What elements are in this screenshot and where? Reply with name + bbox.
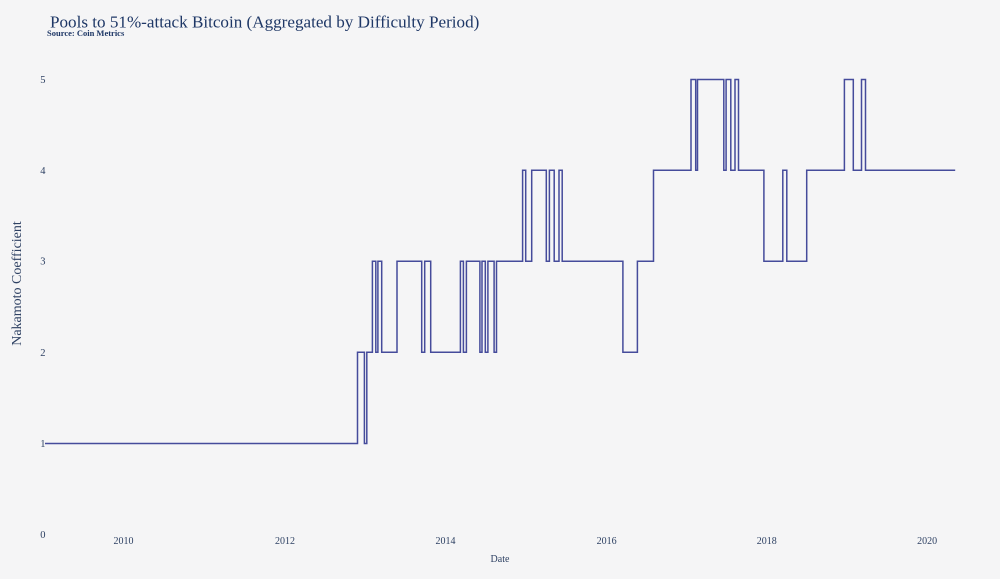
svg-text:2020: 2020 [917, 536, 937, 547]
svg-text:2014: 2014 [436, 536, 456, 547]
svg-text:Source: Coin Metrics: Source: Coin Metrics [47, 28, 125, 38]
svg-text:Pools to 51%-attack Bitcoin (A: Pools to 51%-attack Bitcoin (Aggregated … [50, 13, 479, 32]
svg-text:4: 4 [40, 166, 46, 177]
svg-text:2012: 2012 [275, 536, 295, 547]
svg-text:0: 0 [40, 530, 45, 541]
svg-text:3: 3 [40, 257, 45, 268]
svg-text:2010: 2010 [114, 536, 134, 547]
svg-text:2018: 2018 [757, 536, 777, 547]
svg-text:5: 5 [40, 75, 45, 86]
svg-text:Date: Date [491, 554, 510, 565]
svg-text:2: 2 [40, 348, 45, 359]
svg-text:1: 1 [40, 439, 45, 450]
svg-text:Nakamoto Coefficient: Nakamoto Coefficient [10, 221, 25, 346]
svg-text:2016: 2016 [597, 536, 617, 547]
